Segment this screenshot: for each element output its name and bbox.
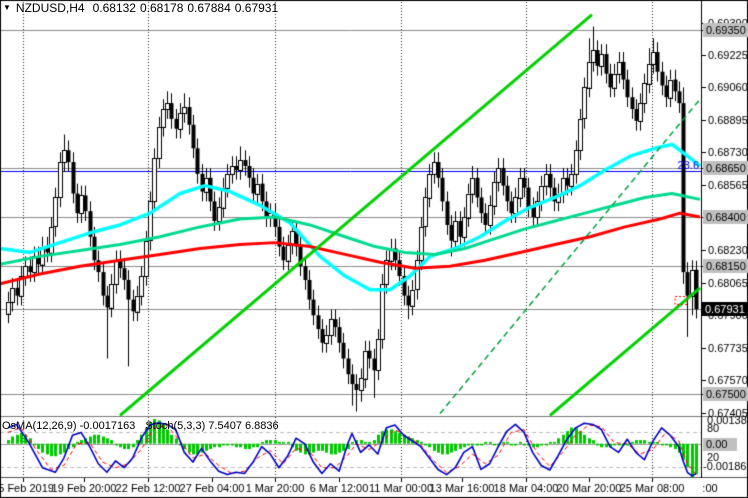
symbol-dropdown-icon[interactable]: ▼ <box>3 3 11 12</box>
